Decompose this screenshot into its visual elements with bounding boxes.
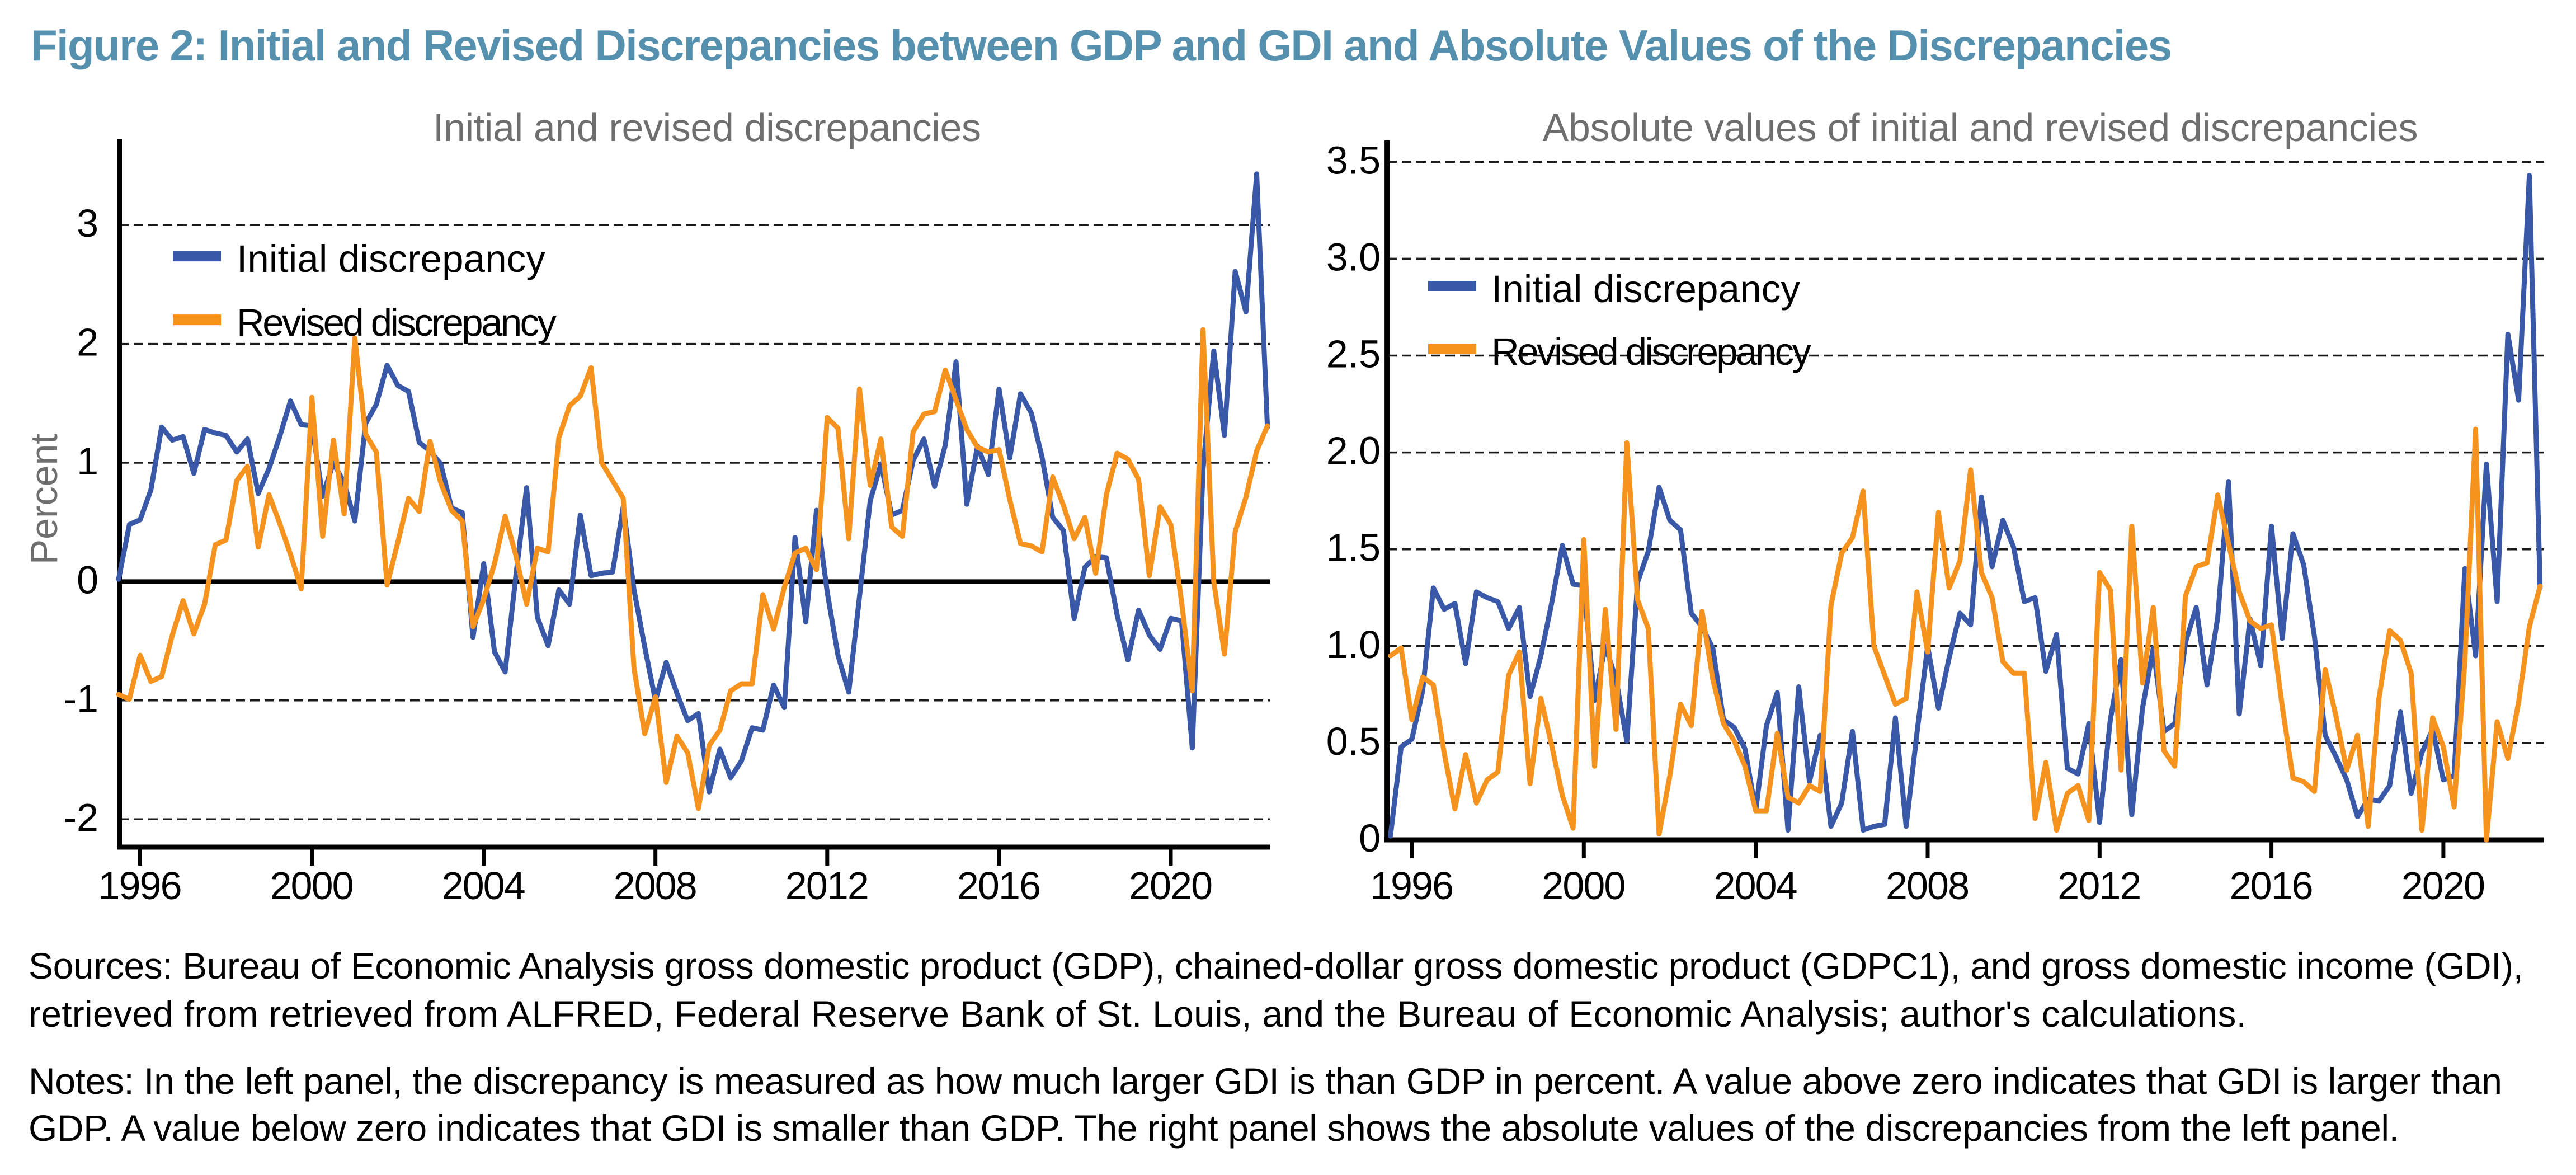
svg-text:3.0: 3.0 [1326,235,1381,279]
svg-text:0: 0 [1359,816,1381,860]
svg-text:2020: 2020 [2401,864,2485,908]
svg-text:2012: 2012 [785,864,869,908]
svg-text:Figure 2: Initial and Revised: Figure 2: Initial and Revised Discrepanc… [31,21,2172,70]
svg-text:2.5: 2.5 [1326,332,1381,376]
svg-text:2008: 2008 [614,864,698,908]
svg-text:1996: 1996 [1370,864,1454,908]
svg-text:2: 2 [77,321,98,364]
svg-text:2000: 2000 [1542,864,1626,908]
svg-text:2020: 2020 [1129,864,1213,908]
svg-text:Sources: Bureau of Economic An: Sources: Bureau of Economic Analysis gro… [29,945,2523,986]
svg-text:retrieved from retrieved from: retrieved from retrieved from ALFRED, Fe… [29,993,2247,1035]
svg-text:0: 0 [77,558,98,601]
svg-text:1.5: 1.5 [1326,526,1381,570]
svg-text:2004: 2004 [1714,864,1798,908]
svg-text:3.5: 3.5 [1326,138,1381,182]
svg-text:2004: 2004 [442,864,526,908]
svg-text:1.0: 1.0 [1326,623,1381,666]
svg-text:Initial discrepancy: Initial discrepancy [1491,267,1801,311]
svg-text:Initial discrepancy: Initial discrepancy [237,237,546,280]
svg-text:Percent: Percent [23,434,65,565]
svg-text:2.0: 2.0 [1326,429,1381,473]
svg-text:Absolute values of initial and: Absolute values of initial and revised d… [1543,106,2418,149]
svg-text:GDP. A value below zero indica: GDP. A value below zero indicates that G… [29,1107,2399,1149]
svg-text:1996: 1996 [98,864,182,908]
svg-text:2016: 2016 [2230,864,2314,908]
svg-text:3: 3 [77,201,98,245]
svg-text:1: 1 [77,439,98,483]
svg-text:Initial and revised discrepanc: Initial and revised discrepancies [433,106,981,149]
svg-text:2008: 2008 [1886,864,1970,908]
svg-text:2012: 2012 [2057,864,2141,908]
svg-text:-1: -1 [64,677,98,721]
svg-text:2000: 2000 [270,864,354,908]
svg-text:Revised discrepancy: Revised discrepancy [1491,330,1812,373]
svg-text:Revised discrepancy: Revised discrepancy [237,301,557,344]
svg-text:-2: -2 [64,796,98,839]
svg-text:Notes: In the left panel, the: Notes: In the left panel, the discrepanc… [29,1060,2502,1102]
svg-text:2016: 2016 [957,864,1041,908]
svg-text:0.5: 0.5 [1326,720,1381,763]
